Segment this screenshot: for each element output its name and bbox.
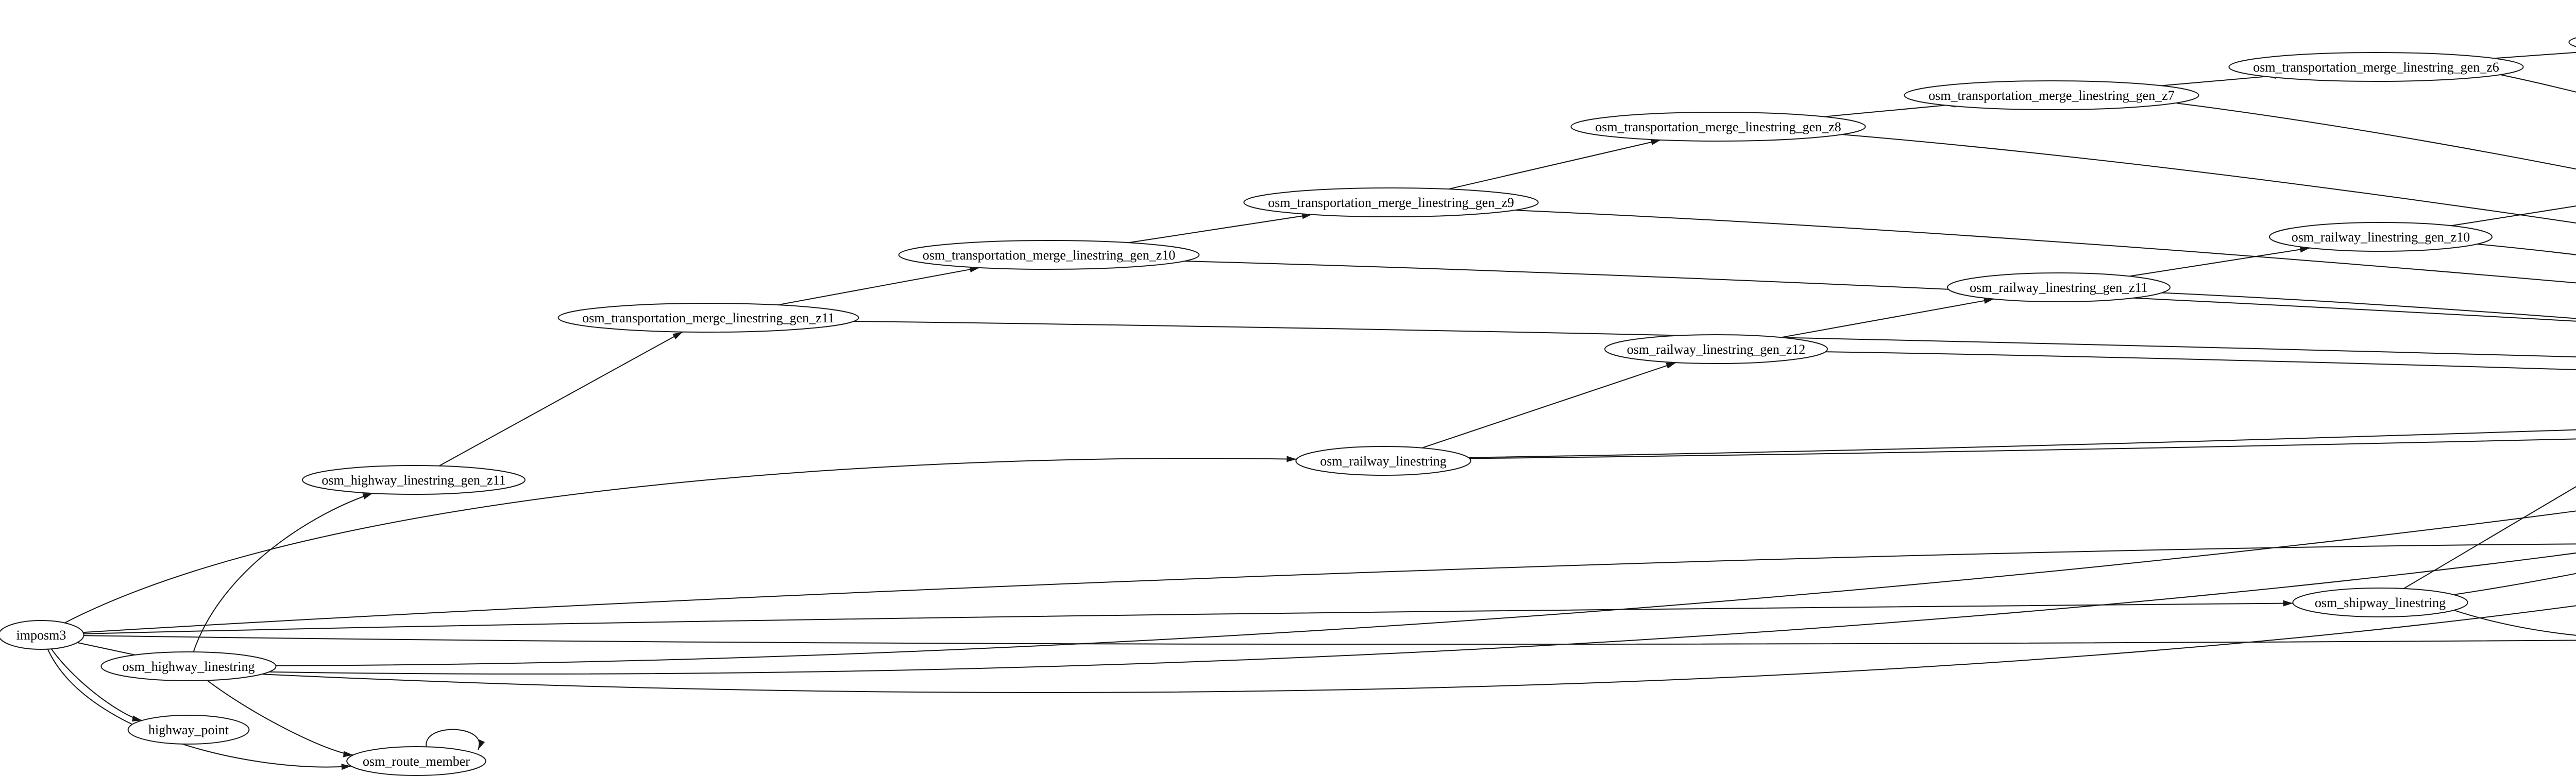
node-tm8: osm_transportation_merge_linestring_gen_… xyxy=(1570,112,1866,142)
edge-tm11-z11 xyxy=(836,320,2576,358)
node-ellipse-tm11 xyxy=(557,303,859,333)
node-ellipse-tm7 xyxy=(1904,80,2199,110)
node-tm7: osm_transportation_merge_linestring_gen_… xyxy=(1904,80,2199,110)
edge-tm10-tm9 xyxy=(1128,213,1312,244)
node-label-rw11: osm_railway_linestring_gen_z11 xyxy=(1970,280,2148,295)
edge-tm6-tm5 xyxy=(2494,51,2576,59)
edge-sw-sw12 xyxy=(2403,486,2576,589)
node-sw: osm_shipway_linestring xyxy=(2292,588,2468,617)
node-hw: osm_highway_linestring xyxy=(100,651,277,681)
node-label-rw: osm_railway_linestring xyxy=(1320,454,1447,469)
node-ellipse-tm6 xyxy=(2228,52,2524,82)
edge-hw-z14+ xyxy=(263,605,2576,693)
node-label-tm10: osm_transportation_merge_linestring_gen_… xyxy=(923,248,1176,263)
edge-rw-rw12 xyxy=(1421,362,1676,449)
node-label-imposm3: imposm3 xyxy=(16,628,66,643)
edge-rw11-rw10 xyxy=(2129,246,2310,277)
edge-imposm3-aw xyxy=(83,543,2576,633)
edge-tm8-tm7 xyxy=(1824,101,1956,117)
edge-tm9-tm8 xyxy=(1448,139,1661,190)
edge-tm9-z9 xyxy=(1516,210,2576,284)
edge-imposm3-rw xyxy=(64,456,1297,624)
node-imposm3: imposm3 xyxy=(0,620,84,650)
node-rw10: osm_railway_linestring_gen_z10 xyxy=(2269,222,2493,252)
node-label-tm7: osm_transportation_merge_linestring_gen_… xyxy=(1928,88,2175,103)
edge-tm7-tm6 xyxy=(2161,72,2277,87)
edge-rw12-rw11 xyxy=(1781,298,1994,338)
node-label-tm6: osm_transportation_merge_linestring_gen_… xyxy=(2253,60,2499,75)
edge-rw11-z11 xyxy=(2153,291,2576,319)
edge-hw11-tm11 xyxy=(439,331,683,467)
edges-layer xyxy=(47,51,2576,770)
edge-rw-z13 xyxy=(1458,429,2576,458)
edge-imposm3-hw xyxy=(77,642,146,660)
node-ellipse-rw10 xyxy=(2269,222,2493,252)
node-rm: osm_route_member xyxy=(346,746,486,776)
node-ellipse-rw12 xyxy=(1604,334,1828,364)
edge-hw-rm xyxy=(207,680,353,757)
edge-tm8-z8 xyxy=(1843,134,2576,224)
edge-tm10-z10 xyxy=(1176,260,2576,322)
node-ellipse-imposm3 xyxy=(0,620,84,650)
node-ellipse-sw xyxy=(2292,588,2468,617)
node-label-pt: highway_point xyxy=(148,722,229,737)
node-tm9: osm_transportation_merge_linestring_gen_… xyxy=(1243,187,1539,217)
node-ellipse-hw xyxy=(100,651,277,681)
edge-tm11-tm10 xyxy=(777,266,980,306)
node-label-rw10: osm_railway_linestring_gen_z10 xyxy=(2292,230,2470,245)
edge-hw-z13 xyxy=(263,552,2576,675)
node-ellipse-hw11 xyxy=(302,465,526,495)
edge-rw12-z12 xyxy=(1810,351,2576,370)
node-label-hw: osm_highway_linestring xyxy=(122,659,255,674)
node-tm6: osm_transportation_merge_linestring_gen_… xyxy=(2228,52,2524,82)
node-ellipse-pt xyxy=(127,715,250,745)
edge-rw10-z10 xyxy=(2475,243,2576,255)
edge-hw-hw11 xyxy=(193,493,373,652)
edge-rm-self xyxy=(426,729,485,750)
edge-rw10-rw9 xyxy=(2451,205,2576,227)
node-ellipse-tm10 xyxy=(898,240,1200,270)
node-ellipse-rw11 xyxy=(1947,272,2171,302)
node-ellipse-tm9 xyxy=(1243,187,1539,217)
node-pt: highway_point xyxy=(127,715,250,745)
edge-hw-z12 xyxy=(263,510,2576,666)
node-label-rm: osm_route_member xyxy=(363,754,470,769)
node-tm10: osm_transportation_merge_linestring_gen_… xyxy=(898,240,1200,270)
node-ellipse-rw xyxy=(1295,446,1471,476)
node-label-rw12: osm_railway_linestring_gen_z12 xyxy=(1627,342,1806,357)
node-tm5: osm_transportation_merge_linestring_gen_… xyxy=(2568,37,2576,47)
node-label-tm8: osm_transportation_merge_linestring_gen_… xyxy=(1595,119,1841,134)
node-label-hw11: osm_highway_linestring_gen_z11 xyxy=(321,473,505,488)
edge-imposm3-sw xyxy=(83,600,2293,634)
node-tm11: osm_transportation_merge_linestring_gen_… xyxy=(557,303,859,333)
node-label-tm9: osm_transportation_merge_linestring_gen_… xyxy=(1268,195,1514,210)
edge-sw-z14+ xyxy=(2454,610,2576,636)
edge-imposm3-pt xyxy=(50,648,142,722)
node-rw: osm_railway_linestring xyxy=(1295,446,1471,476)
node-ellipse-rm xyxy=(346,746,486,776)
edge-tm7-z7 xyxy=(2176,102,2576,170)
nodes-layer: osm_transportation_merge_linestring_gen_… xyxy=(0,37,2576,776)
node-label-sw: osm_shipway_linestring xyxy=(2315,595,2446,610)
edge-imposm3-hp xyxy=(83,635,2576,645)
edge-tm6-z6 xyxy=(2501,74,2576,93)
node-rw12: osm_railway_linestring_gen_z12 xyxy=(1604,334,1828,364)
node-ellipse-tm5 xyxy=(2568,37,2576,47)
edge-rw-z14+ xyxy=(1458,438,2576,459)
node-label-tm11: osm_transportation_merge_linestring_gen_… xyxy=(582,311,835,325)
node-rw11: osm_railway_linestring_gen_z11 xyxy=(1947,272,2171,302)
node-hw11: osm_highway_linestring_gen_z11 xyxy=(302,465,526,495)
node-ellipse-tm8 xyxy=(1570,112,1866,142)
